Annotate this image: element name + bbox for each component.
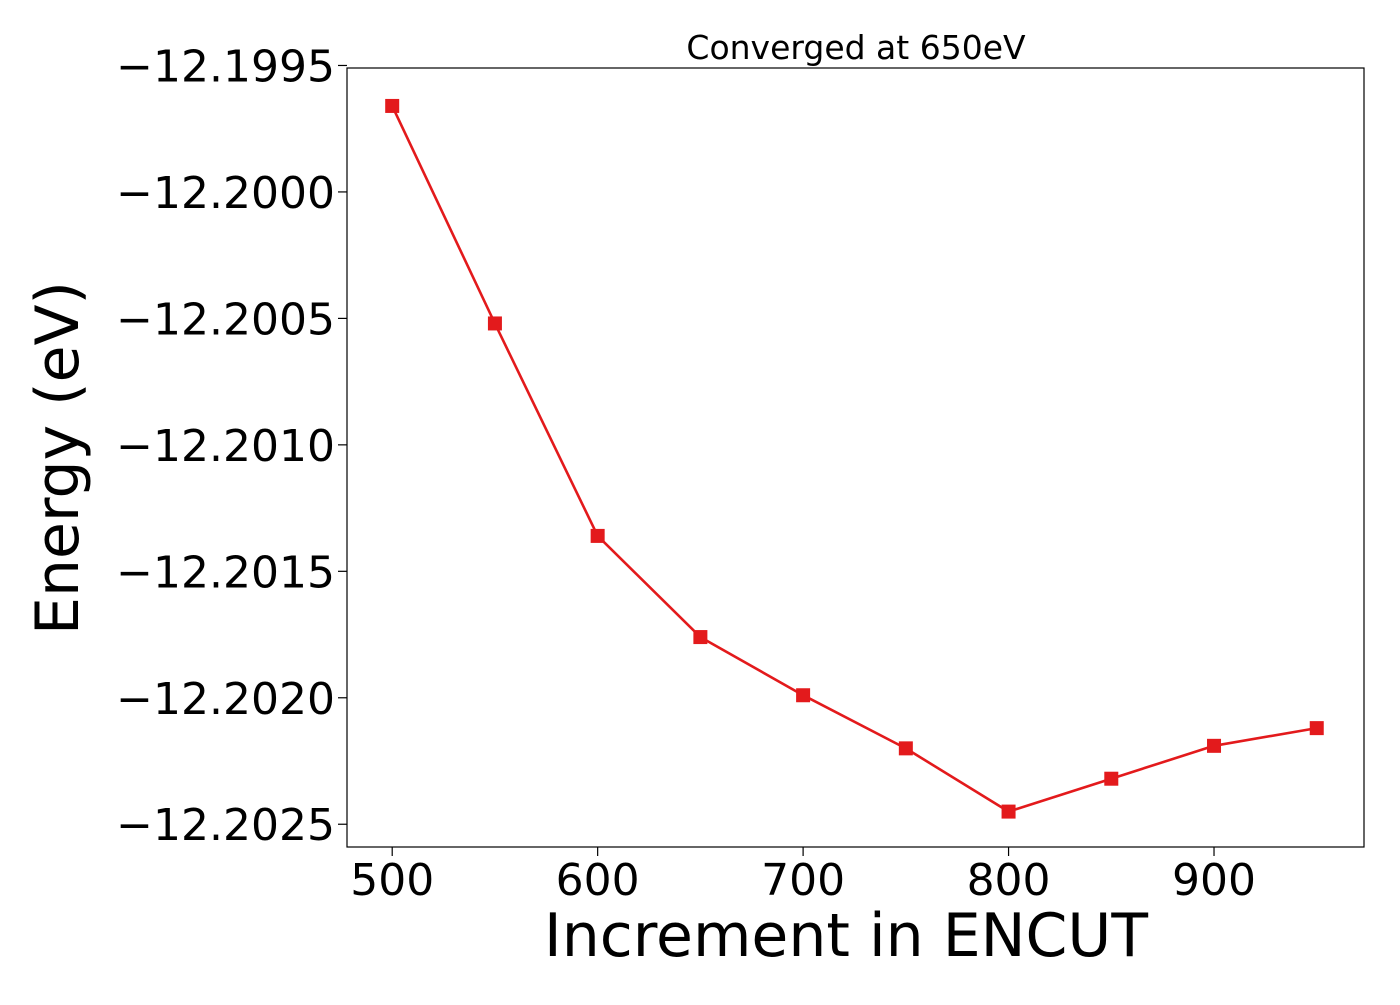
data-point bbox=[898, 741, 913, 756]
x-axis-label: Increment in ENCUT bbox=[544, 901, 1148, 971]
data-point bbox=[693, 630, 708, 645]
y-tick-label: −12.2020 bbox=[116, 674, 335, 725]
x-tick-label: 700 bbox=[761, 855, 845, 906]
chart-title: Converged at 650eV bbox=[686, 28, 1026, 67]
y-tick-label: −12.2025 bbox=[116, 800, 335, 851]
series-line bbox=[391, 105, 1317, 813]
data-point bbox=[385, 98, 400, 113]
ticks-layer: 500 600 700 800 900 −12.1995 −12.2000 −12.2005 −… bbox=[116, 41, 1256, 906]
y-tick-label: −12.2015 bbox=[116, 547, 335, 598]
y-tick-label: −12.1995 bbox=[116, 41, 335, 92]
data-point bbox=[1001, 804, 1016, 819]
y-axis-label: Energy (eV) bbox=[23, 281, 93, 635]
y-tick-label: −12.2000 bbox=[116, 168, 335, 219]
x-tick-label: 500 bbox=[350, 855, 434, 906]
data-point bbox=[796, 688, 811, 703]
y-tick-label: −12.2010 bbox=[116, 421, 335, 472]
y-tick-label: −12.2005 bbox=[116, 294, 335, 345]
data-point bbox=[1207, 738, 1222, 753]
x-tick-label: 900 bbox=[1172, 855, 1256, 906]
data-point bbox=[1104, 771, 1119, 786]
x-tick-label: 600 bbox=[556, 855, 640, 906]
data-point bbox=[1309, 721, 1324, 736]
plot-frame bbox=[346, 67, 1365, 848]
series-layer bbox=[385, 98, 1324, 819]
x-tick-label: 800 bbox=[967, 855, 1051, 906]
data-point bbox=[590, 528, 605, 543]
data-point bbox=[487, 316, 502, 331]
